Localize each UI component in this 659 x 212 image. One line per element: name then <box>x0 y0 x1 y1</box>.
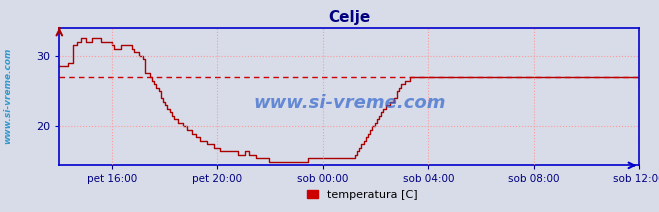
Title: Celje: Celje <box>328 10 370 25</box>
Text: www.si-vreme.com: www.si-vreme.com <box>253 94 445 112</box>
Legend: temperatura [C]: temperatura [C] <box>302 185 422 204</box>
Text: www.si-vreme.com: www.si-vreme.com <box>3 47 13 144</box>
